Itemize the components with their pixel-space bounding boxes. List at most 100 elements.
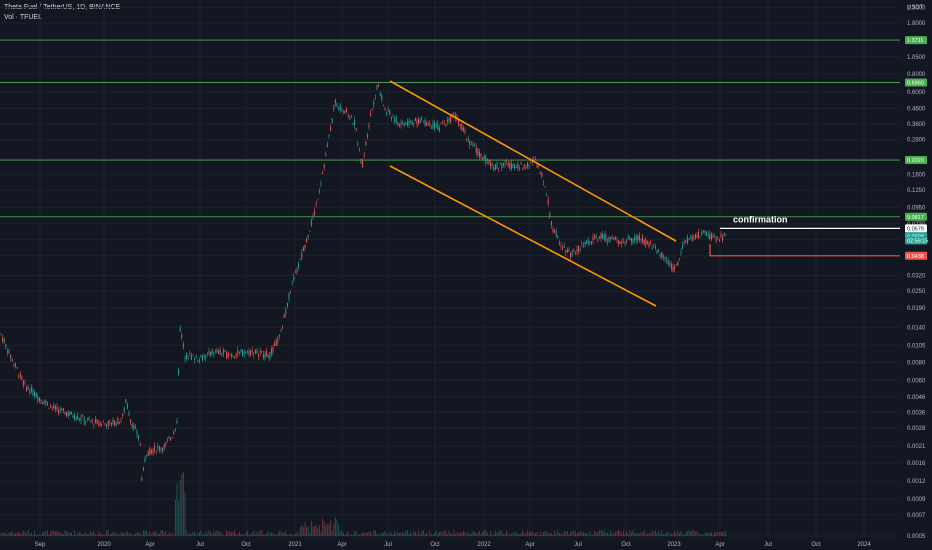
volume-bar [58, 531, 60, 536]
candle-body [598, 236, 600, 239]
candle-body [299, 258, 301, 260]
volume-bar [677, 530, 679, 536]
candle-body [512, 164, 514, 168]
price-tag [905, 236, 927, 245]
volume-bar [222, 534, 224, 536]
candle-body [506, 160, 508, 162]
volume-bar [328, 524, 330, 536]
candle-body [240, 350, 242, 352]
volume-bar [184, 492, 186, 536]
candle-body [2, 337, 4, 342]
volume-bar [104, 534, 106, 536]
candle-body [14, 363, 16, 367]
candle-body [277, 338, 279, 344]
candle-body [485, 156, 487, 164]
volume-bar [166, 534, 168, 536]
volume-bar [662, 534, 664, 536]
candle-body [80, 417, 82, 421]
volume-bar [520, 533, 522, 536]
volume-bar [29, 534, 31, 536]
volume-bar [480, 534, 482, 536]
time-axis[interactable]: Sep 2020 Apr Jul Oct 2021 Apr Jul Oct 2022 Apr Jul O… [35, 542, 872, 548]
candle-body [147, 450, 149, 456]
volume-bar [630, 532, 632, 536]
volume-bar [326, 523, 328, 536]
x-tick-label: Oct [811, 542, 821, 548]
candle-body [656, 251, 658, 254]
volume-bar [674, 531, 676, 536]
candle-body [714, 236, 716, 238]
volume-bar [611, 534, 613, 536]
volume-bar [421, 531, 423, 536]
volume-bar [2, 532, 4, 536]
volume-bar [632, 530, 634, 536]
volume-bar [91, 533, 93, 536]
price-tag-label: 0.0679 [907, 226, 924, 232]
volume-bar [142, 530, 144, 536]
candle-body [536, 164, 538, 168]
candle-body [642, 236, 644, 243]
volume-bar [358, 534, 360, 536]
candle-body [544, 186, 546, 188]
volume-bar [88, 533, 90, 536]
candle-body [58, 410, 60, 414]
candle-body [179, 327, 181, 332]
volume-bar [459, 531, 461, 536]
volume-bar [405, 530, 407, 536]
candle-body [654, 246, 656, 249]
candle-body [123, 407, 125, 412]
candle-body [368, 125, 370, 128]
candle-body [413, 122, 415, 124]
volume-bar [720, 531, 722, 536]
volume-bar [370, 531, 372, 536]
candle-body [686, 236, 688, 244]
candle-body [48, 407, 50, 409]
volume-bar [490, 530, 492, 536]
volume-bar [427, 534, 429, 536]
candle-body [336, 103, 338, 107]
volume-bar [293, 534, 295, 536]
volume-bar [242, 534, 244, 536]
candle-body [235, 354, 237, 357]
price-tag [905, 251, 927, 260]
candle-body [232, 356, 234, 357]
candle-body [294, 272, 296, 273]
volume-bar [360, 533, 362, 536]
candle-body [114, 420, 116, 426]
volume-bar [402, 532, 404, 536]
volume-bar [333, 523, 335, 536]
volume-bar [240, 533, 242, 536]
candle-body [77, 415, 79, 420]
volume-bar [72, 534, 74, 536]
volume-bar [101, 533, 103, 536]
volume-bar [107, 530, 109, 536]
candle-body [107, 420, 109, 427]
volume-bar [538, 534, 540, 536]
volume-bar [219, 531, 221, 536]
candle-body [56, 406, 58, 410]
candle-body [110, 422, 112, 425]
candle-body [648, 243, 650, 247]
volume-bar [622, 530, 624, 536]
candle-body [229, 354, 231, 356]
volume-bar [477, 532, 479, 536]
candle-body [386, 112, 388, 115]
volume-bar [446, 534, 448, 536]
volume-bar [339, 532, 341, 536]
volume-bar [138, 532, 140, 536]
candle-body [406, 121, 408, 126]
volume-bar [542, 531, 544, 536]
volume-bar [34, 530, 36, 536]
x-tick-label: Apr [715, 542, 724, 548]
volume-bar [597, 532, 599, 536]
volume-bar [462, 531, 464, 536]
volume-bar [373, 530, 375, 536]
candle-body [661, 252, 663, 259]
candle-body [131, 424, 133, 428]
y-tick-label: 0.0016 [907, 461, 926, 467]
volume-bar [429, 530, 431, 536]
volume-bar [349, 534, 351, 536]
volume-bar [491, 534, 493, 536]
candle-body [498, 168, 500, 170]
